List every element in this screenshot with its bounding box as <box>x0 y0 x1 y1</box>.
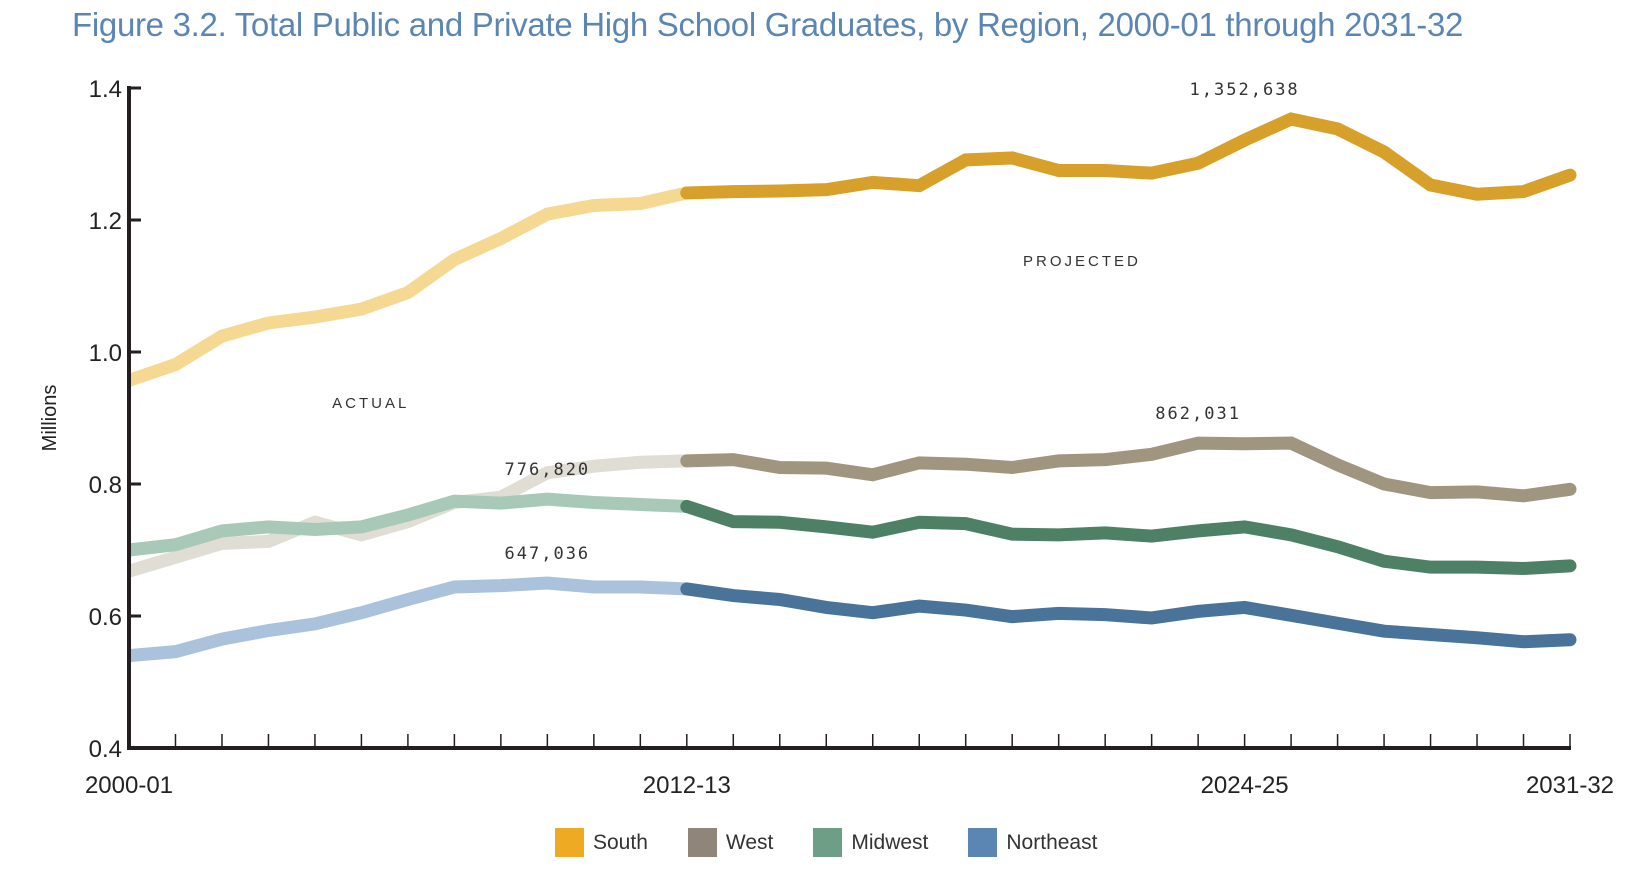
legend-item-west: West <box>687 828 774 857</box>
y-axis-label: Millions <box>39 385 61 452</box>
data-label: 776,820 <box>505 460 591 480</box>
y-tick-label: 1.2 <box>89 208 122 235</box>
y-tick-label: 1.0 <box>89 340 122 367</box>
x-tick-label: 2024-25 <box>1201 772 1289 799</box>
legend-label: Northeast <box>1006 830 1098 854</box>
legend-label: Midwest <box>851 830 929 854</box>
legend-swatch <box>968 828 998 857</box>
data-label: 1,352,638 <box>1190 80 1300 100</box>
series-west-projected-line <box>680 436 1577 503</box>
legend-swatch <box>813 828 843 857</box>
region-label-actual: ACTUAL <box>332 395 409 412</box>
legend-item-south: South <box>555 828 648 857</box>
y-tick-label: 0.6 <box>89 604 122 631</box>
series-northeast-actual-line <box>128 576 688 663</box>
data-label: 647,036 <box>505 544 591 564</box>
series-south-actual-line <box>126 186 689 387</box>
legend-label: South <box>593 830 648 854</box>
legend: South West Midwest Northeast <box>555 828 1137 857</box>
series-northeast-projected-line <box>680 582 1577 649</box>
region-label-projected: PROJECTED <box>1023 253 1141 270</box>
x-tick-label: 2031-32 <box>1526 772 1614 799</box>
chart-labels: 1,352,638 862,031 776,820 647,036 ACTUAL PROJ… <box>332 80 1300 564</box>
x-tick-label: 2012-13 <box>643 772 731 799</box>
legend-swatch <box>687 828 717 857</box>
y-tick-label: 0.8 <box>89 472 122 499</box>
axes: 0.4 0.6 0.8 1.0 1.2 1.4 2000-01 2012-13 2024-25 2… <box>39 76 1614 799</box>
series-lines <box>126 112 1577 663</box>
series-south-projected-line <box>680 112 1577 201</box>
legend-label: West <box>725 830 774 854</box>
x-tick-label: 2000-01 <box>85 772 173 799</box>
chart-title: Figure 3.2. Total Public and Private Hig… <box>72 6 1464 43</box>
legend-swatch <box>555 828 584 857</box>
series-midwest-projected-line <box>680 499 1577 575</box>
series-midwest-actual-line <box>128 492 688 557</box>
legend-item-midwest: Midwest <box>813 828 928 857</box>
y-tick-label: 0.4 <box>89 736 122 763</box>
y-tick-label: 1.4 <box>89 76 122 103</box>
legend-item-northeast: Northeast <box>968 828 1097 857</box>
data-label: 862,031 <box>1155 404 1241 424</box>
